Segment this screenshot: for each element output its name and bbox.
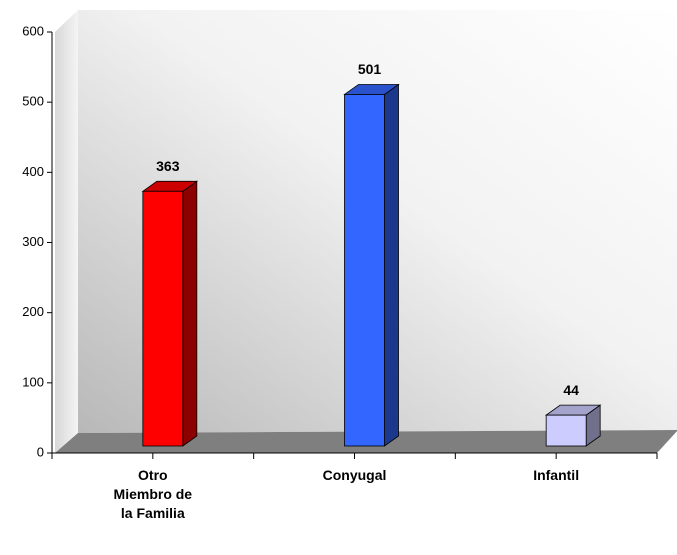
value-label: 363: [156, 158, 180, 174]
value-label: 501: [358, 61, 382, 77]
y-tick-label: 100: [22, 374, 44, 389]
x-tick-label: Conyugal: [322, 467, 387, 483]
y-tick-label: 600: [22, 23, 44, 38]
y-tick-label: 300: [22, 234, 44, 249]
bar-side: [182, 180, 198, 447]
bar: [344, 94, 385, 447]
value-label: 44: [563, 382, 579, 398]
bar: [545, 414, 587, 447]
y-tick-label: 0: [37, 444, 44, 459]
y-tick-label: 500: [22, 94, 44, 109]
x-tick-label: Infantil: [533, 467, 580, 483]
bar-side: [384, 83, 399, 447]
y-tick-label: 200: [22, 304, 44, 319]
bar: [142, 190, 184, 447]
x-tick-label: Otro Miembro de la Familia: [113, 467, 193, 521]
side-wall: [55, 10, 78, 453]
y-tick-label: 400: [22, 164, 44, 179]
